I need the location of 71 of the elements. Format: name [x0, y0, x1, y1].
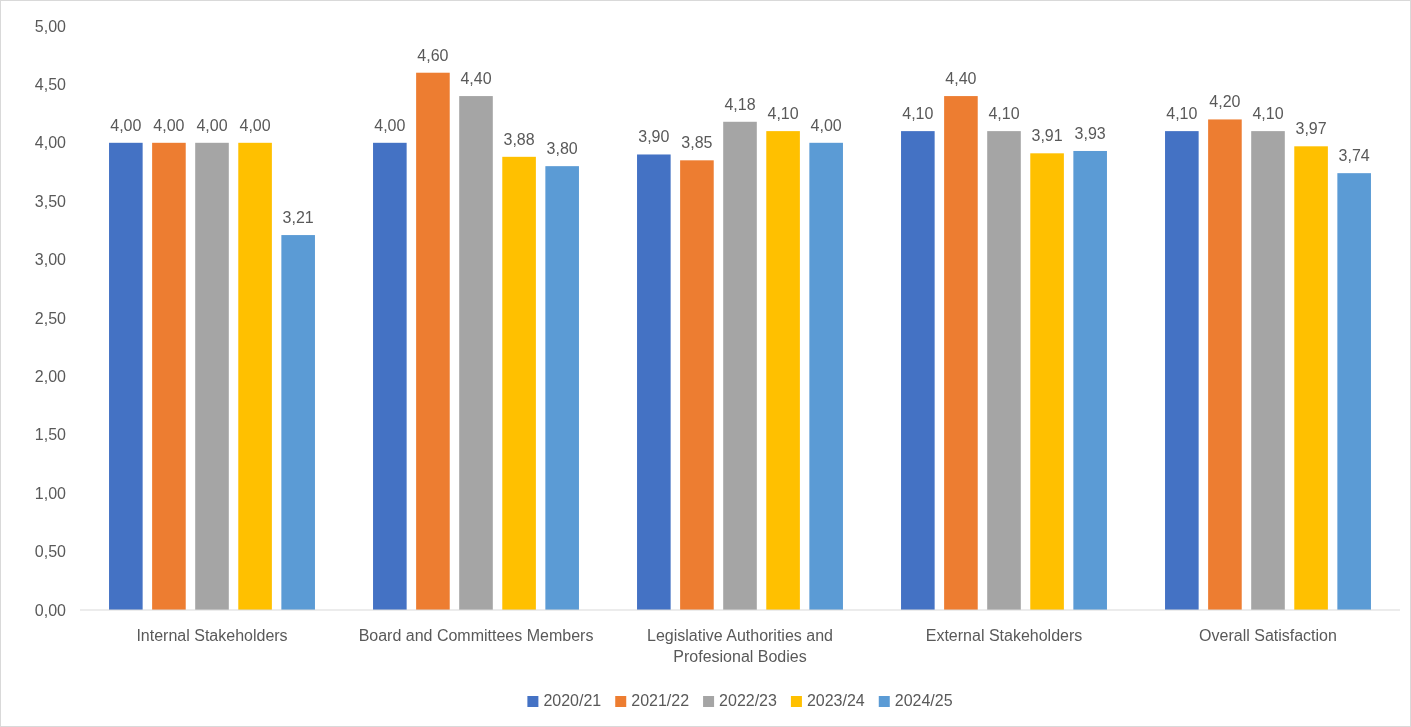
data-label: 3,85 — [681, 134, 713, 152]
y-tick-label: 1,00 — [34, 484, 67, 502]
data-label: 3,90 — [638, 128, 670, 146]
legend-label: 2022/23 — [719, 692, 778, 709]
x-tick-label: Internal Stakeholders — [136, 627, 288, 645]
bar — [502, 156, 536, 610]
bar — [1030, 153, 1064, 610]
legend-label: 2023/24 — [806, 692, 865, 709]
bar — [152, 142, 186, 610]
y-tick-label: 2,00 — [34, 368, 67, 386]
x-tick-label: Board and Committees Members — [358, 627, 594, 645]
bar — [238, 142, 272, 610]
data-label: 4,10 — [902, 105, 934, 123]
data-label: 4,00 — [153, 116, 185, 134]
bar — [109, 142, 143, 610]
data-label: 4,00 — [239, 116, 271, 134]
bar — [1337, 173, 1371, 610]
bar — [944, 96, 978, 610]
bar — [680, 160, 714, 610]
data-label: 4,10 — [1166, 105, 1198, 123]
bar — [1294, 146, 1328, 610]
y-tick-label: 4,50 — [34, 76, 67, 94]
data-label: 4,18 — [724, 95, 756, 113]
data-label: 4,00 — [196, 116, 228, 134]
bar — [809, 142, 843, 610]
bar — [459, 96, 493, 610]
y-tick-label: 1,50 — [34, 426, 67, 444]
y-tick-label: 2,50 — [34, 309, 67, 327]
bar — [416, 72, 450, 610]
bar — [195, 142, 229, 610]
bar — [373, 142, 407, 610]
bar — [766, 131, 800, 610]
x-tick-label: External Stakeholders — [925, 627, 1083, 645]
data-label: 4,20 — [1209, 93, 1241, 111]
y-tick-label: 3,00 — [34, 251, 67, 269]
bar — [545, 166, 579, 610]
legend-label: 2021/22 — [631, 692, 690, 709]
data-label: 4,00 — [810, 116, 842, 134]
data-label: 4,40 — [945, 70, 977, 88]
y-tick-label: 0,50 — [34, 543, 67, 561]
data-label: 4,40 — [460, 70, 492, 88]
y-tick-label: 0,00 — [34, 601, 67, 619]
legend-label: 2020/21 — [543, 692, 602, 709]
bar — [723, 121, 757, 610]
data-label: 4,10 — [1252, 105, 1284, 123]
bar — [637, 154, 671, 610]
data-label: 3,88 — [503, 130, 535, 148]
data-label: 3,97 — [1295, 120, 1327, 138]
bar — [987, 131, 1021, 610]
legend-label: 2024/25 — [894, 692, 953, 709]
data-label: 3,91 — [1031, 127, 1063, 145]
y-tick-label: 4,00 — [34, 134, 67, 152]
y-tick-label: 5,00 — [34, 17, 67, 35]
data-label: 4,00 — [374, 116, 406, 134]
data-label: 4,60 — [417, 46, 449, 64]
data-label: 4,00 — [110, 116, 142, 134]
data-label: 4,10 — [988, 105, 1020, 123]
x-tick-label: Overall Satisfaction — [1199, 627, 1337, 645]
bar — [281, 235, 315, 610]
bar — [1073, 150, 1107, 610]
bar — [901, 131, 935, 610]
bar — [1165, 131, 1199, 610]
bar — [1251, 131, 1285, 610]
data-label: 3,21 — [282, 209, 314, 227]
y-tick-label: 3,50 — [34, 192, 67, 210]
bar — [1208, 119, 1242, 610]
data-label: 3,80 — [546, 140, 578, 158]
data-label: 3,93 — [1074, 124, 1106, 142]
x-tick-label: Legislative Authorities and Profesional Bodies — [647, 627, 833, 666]
data-label: 3,74 — [1338, 147, 1370, 165]
data-label: 4,10 — [767, 105, 799, 123]
